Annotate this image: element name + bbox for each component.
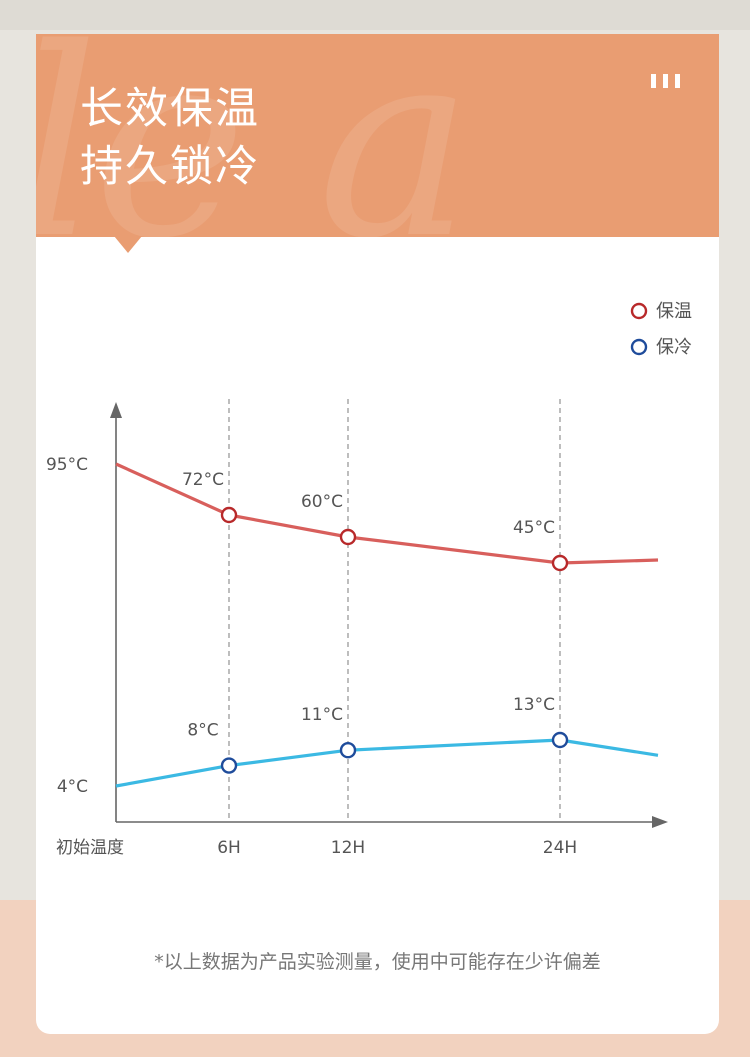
legend-marker-cold: [630, 338, 648, 356]
banner-title-line2: 持久锁冷: [80, 142, 260, 192]
data-point-warm-6H: [220, 506, 238, 524]
data-label-cold-24H: 13°C: [513, 695, 555, 715]
banner-title-line1: 长效保温: [80, 84, 260, 134]
legend-label-warm: 保温: [656, 301, 692, 322]
x-tick-label-12H: 12H: [331, 838, 365, 858]
x-tick-label-24H: 24H: [543, 838, 577, 858]
data-label-cold-initial: 4°C: [57, 777, 88, 797]
bars-icon: [651, 74, 681, 90]
data-point-cold-12H: [339, 742, 357, 759]
banner-watermark-decoration: le a: [36, 34, 473, 237]
legend-marker-warm: [630, 302, 648, 320]
x-tick-label-initial: 初始温度: [56, 838, 124, 858]
legend-label-cold: 保冷: [656, 337, 692, 358]
y-axis-arrow: [110, 402, 122, 418]
data-label-warm-6H: 72°C: [182, 470, 224, 490]
banner-pointer: [114, 236, 142, 253]
data-point-cold-6H: [220, 757, 238, 774]
data-label-warm-initial: 95°C: [46, 455, 88, 475]
header-banner: le a 长效保温 持久锁冷: [36, 34, 719, 237]
footnote: *以上数据为产品实验测量，使用中可能存在少许偏差: [154, 951, 601, 973]
x-axis-arrow: [652, 816, 668, 828]
data-point-cold-24H: [551, 731, 569, 749]
banner-title: 长效保温 持久锁冷: [80, 80, 260, 196]
data-label-warm-24H: 45°C: [513, 518, 555, 538]
background-top: [0, 0, 750, 30]
data-label-warm-12H: 60°C: [301, 492, 343, 512]
data-point-warm-24H: [551, 554, 569, 572]
data-label-cold-6H: 8°C: [187, 721, 218, 741]
series-line-cold: [115, 738, 659, 788]
data-point-warm-12H: [339, 528, 357, 546]
chart-card: le a 长效保温 持久锁冷 初始温度 6H 12H 24H 95°C 72°C 60°C 4…: [36, 34, 719, 1034]
data-label-cold-12H: 11°C: [301, 705, 343, 725]
x-tick-label-6H: 6H: [217, 838, 241, 858]
temperature-line-chart: 初始温度 6H 12H 24H 95°C 72°C 60°C 45°C 4°C 8°C 11°C 13…: [46, 301, 692, 858]
